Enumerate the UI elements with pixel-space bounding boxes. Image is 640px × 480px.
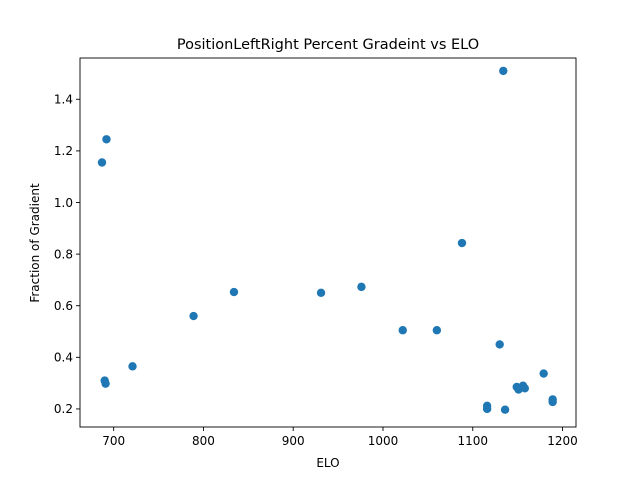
data-point [432,326,442,335]
x-tick-label: 900 [282,434,305,448]
axes-frame [79,57,577,428]
data-point [520,384,530,393]
data-point [102,135,111,144]
data-point [97,158,107,167]
x-tick-label: 1000 [368,434,399,448]
data-point [539,369,548,378]
data-point [457,238,467,248]
y-axis-label: Fraction of Gradient [28,183,42,303]
x-tick-label: 800 [192,434,215,448]
x-tick-label: 1100 [457,434,488,448]
data-point [495,340,504,349]
data-point [500,405,510,414]
data-point [548,397,557,407]
y-tick-label: 1.2 [54,144,73,158]
y-tick-label: 0.8 [54,247,73,261]
plot-area: 700 800 900 1000 1100 1200 0.2 0.4 0.6 0.8 1.0 1.2 1… [54,57,578,448]
x-axis-label: ELO [316,456,339,470]
data-point [357,282,366,292]
y-tick-label: 1.0 [54,196,73,210]
data-point [316,288,326,298]
chart-title: PositionLeftRight Percent Gradeint vs EL… [177,37,479,53]
data-point [482,404,492,414]
x-tick-label: 700 [102,434,125,448]
data-point [128,362,137,371]
data-point [398,326,407,335]
data-point [101,379,110,388]
y-tick-label: 1.4 [54,93,73,107]
y-tick-label: 0.4 [54,351,73,365]
x-tick-label: 1200 [547,434,578,448]
data-point [189,311,198,321]
data-point [229,287,239,297]
y-tick-label: 0.2 [54,402,73,416]
data-point [499,66,508,76]
y-tick-label: 0.6 [54,299,73,313]
